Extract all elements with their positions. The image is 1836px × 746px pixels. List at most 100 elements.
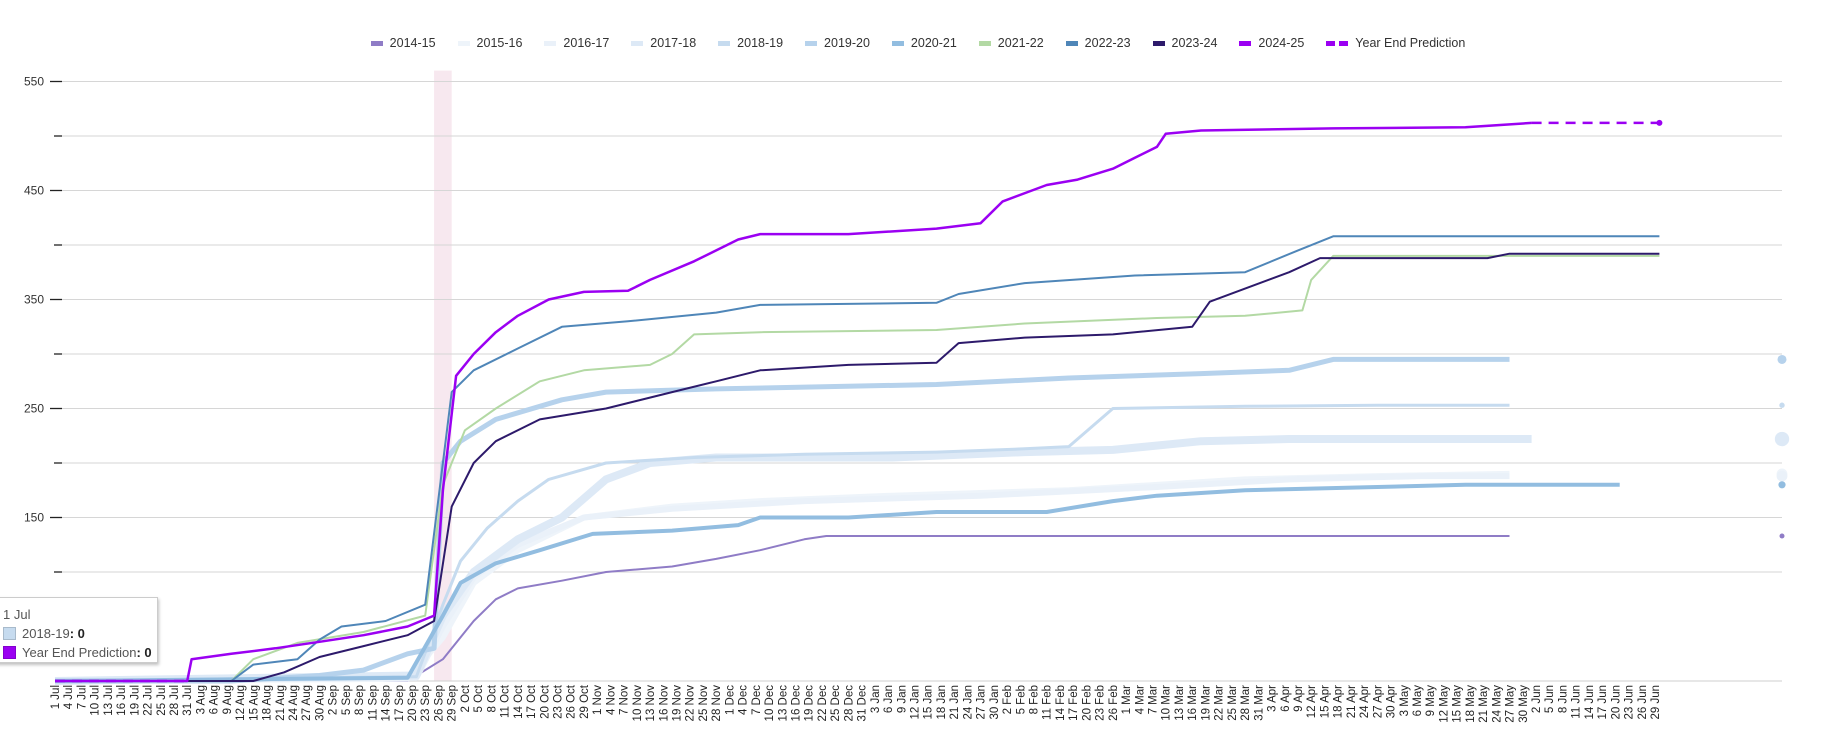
series-line-2023-24[interactable] (55, 252, 1660, 682)
x-tick-label: 2 Jun (1531, 685, 1543, 713)
legend-label: 2021-22 (997, 36, 1044, 50)
legend-item-2023-24[interactable]: 2023-24 (1152, 36, 1217, 50)
tooltip-swatch (3, 627, 16, 640)
series-line-2016-17[interactable] (54, 473, 1510, 684)
x-tick-label: 9 Aug (222, 685, 234, 714)
x-tick-label: 11 Sep (367, 685, 379, 721)
legend-item-2024-25[interactable]: 2024-25 (1239, 36, 1304, 50)
series-line-2020-21[interactable] (54, 482, 1620, 683)
x-tick-label: 17 Oct (526, 684, 538, 719)
x-tick-label: 26 Sep (433, 685, 445, 721)
x-tick-label: 18 May (1465, 685, 1477, 723)
x-tick-label: 31 Jul (182, 685, 194, 716)
x-tick-label: 22 Jul (143, 685, 155, 716)
legend-label: 2019-20 (824, 36, 870, 50)
x-tick-label: 28 Dec (843, 685, 855, 722)
series-line-2014-15[interactable] (55, 535, 1510, 682)
legend-swatch-icon (978, 40, 991, 46)
legend-label: 2022-23 (1084, 36, 1131, 50)
x-tick-label: 6 Jan (883, 685, 895, 713)
legend-item-2017-18[interactable]: 2017-18 (631, 36, 696, 50)
x-tick-label: 10 Mar (1161, 685, 1173, 721)
x-tick-label: 17 Sep (394, 685, 406, 721)
legend-item-2016-17[interactable]: 2016-17 (544, 36, 609, 50)
legend-swatch-icon (718, 40, 731, 46)
series-line-2021-22[interactable] (55, 254, 1660, 682)
x-tick-label: 4 Mar (1134, 685, 1146, 715)
x-tick-label: 18 Aug (262, 685, 274, 721)
series-line-2024-25[interactable] (55, 121, 1532, 683)
x-tick-label: 26 Oct (566, 684, 578, 719)
x-tick-label: 27 Apr (1372, 685, 1384, 718)
legend-swatch-icon (1065, 40, 1078, 46)
x-tick-label: 18 Jan (936, 685, 948, 720)
series-end-marker[interactable] (1774, 431, 1790, 447)
legend-swatch-icon (891, 40, 904, 46)
x-tick-label: 14 Oct (513, 684, 525, 719)
legend-item-2019-20[interactable]: 2019-20 (805, 36, 870, 50)
x-tick-label: 13 Jul (103, 685, 115, 716)
x-tick-label: 17 Jun (1597, 685, 1609, 720)
series-end-marker[interactable] (1778, 481, 1786, 489)
x-tick-label: 15 Apr (1319, 685, 1331, 718)
x-tick-label: 10 Jul (90, 685, 102, 716)
x-tick-label: 28 Mar (1240, 685, 1252, 721)
x-tick-label: 28 Jul (169, 685, 181, 716)
x-tick-label: 5 Sep (341, 685, 353, 715)
x-tick-label: 3 Apr (1267, 685, 1279, 712)
x-tick-label: 25 Dec (830, 685, 842, 722)
x-tick-label: 24 Aug (288, 685, 300, 721)
x-tick-label: 8 Jun (1557, 685, 1569, 713)
y-tick-label: 250 (24, 402, 44, 416)
x-tick-label: 10 Dec (764, 685, 776, 722)
x-tick-label: 16 Mar (1187, 685, 1199, 721)
x-tick-label: 22 Nov (685, 685, 697, 722)
x-tick-label: 23 Jun (1624, 685, 1636, 720)
x-tick-label: 11 Jun (1571, 685, 1583, 719)
series-end-marker[interactable] (1776, 470, 1788, 482)
series-line-2017-18[interactable] (54, 435, 1532, 685)
x-tick-label: 25 Jul (156, 685, 168, 716)
legend-label: 2016-17 (563, 36, 610, 50)
series-end-marker[interactable] (1779, 402, 1785, 408)
legend-item-2021-22[interactable]: 2021-22 (978, 36, 1044, 50)
x-tick-label: 12 Jan (910, 685, 922, 720)
series-line-2019-20[interactable] (55, 356, 1510, 684)
x-tick-label: 1 Jul (50, 685, 62, 709)
legend-swatch-icon (370, 40, 383, 46)
x-tick-label: 5 Oct (473, 684, 485, 712)
tooltip-row-2018-19: 2018-19: 0 (3, 624, 157, 643)
x-tick-label: 16 Nov (658, 685, 670, 722)
legend-item-2022-23[interactable]: 2022-23 (1065, 36, 1131, 50)
legend-item-year-end-prediction[interactable]: Year End Prediction (1326, 36, 1465, 50)
series-end-marker[interactable] (1777, 354, 1787, 364)
x-tick-label: 13 Nov (645, 685, 657, 722)
hover-tooltip: 1 Jul 2018-19: 0 Year End Prediction: 0 (0, 597, 158, 663)
x-tick-label: 13 Dec (777, 685, 789, 722)
x-tick-label: 5 Jun (1544, 685, 1556, 713)
x-tick-label: 19 Dec (804, 685, 816, 722)
series-line-2022-23[interactable] (55, 235, 1660, 682)
legend-item-2018-19[interactable]: 2018-19 (718, 36, 783, 50)
legend-item-2020-21[interactable]: 2020-21 (891, 36, 957, 50)
x-tick-label: 30 Jan (989, 685, 1001, 720)
legend-item-2014-15[interactable]: 2014-15 (370, 36, 436, 50)
series-end-marker[interactable] (1656, 119, 1663, 126)
x-tick-label: 14 Sep (381, 685, 393, 721)
series-end-marker[interactable] (1779, 533, 1785, 539)
chart-legend: 2014-15 2015-16 2016-17 2017-18 2018-19 2019-… (0, 36, 1836, 50)
x-tick-label: 5 Feb (1015, 685, 1027, 714)
x-tick-label: 24 May (1491, 685, 1503, 723)
legend-item-2015-16[interactable]: 2015-16 (457, 36, 522, 50)
x-tick-label: 19 Mar (1200, 685, 1212, 721)
x-tick-label: 12 May (1438, 685, 1450, 723)
series-line-2018-19[interactable] (54, 403, 1510, 683)
x-tick-label: 1 Dec (724, 685, 736, 715)
x-tick-label: 10 Nov (632, 685, 644, 722)
x-tick-label: 28 Nov (711, 685, 723, 722)
x-tick-label: 22 Mar (1214, 685, 1226, 721)
x-tick-label: 19 Jul (129, 685, 141, 716)
x-tick-label: 15 Jan (923, 685, 935, 720)
